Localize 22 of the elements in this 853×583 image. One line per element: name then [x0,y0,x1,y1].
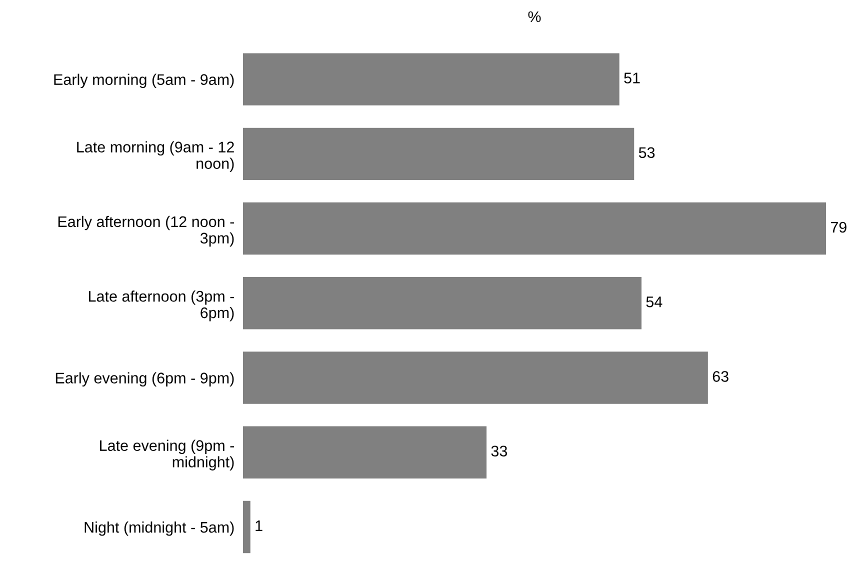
bar [243,352,708,404]
data-label: 63 [712,371,728,382]
data-label: 54 [646,296,662,308]
y-tick-label: Early evening (6pm - 9pm) [56,372,234,386]
bar [243,426,487,479]
y-tick-label: Early afternoon (12 noon - 3pm) [58,216,234,247]
bar [243,277,642,330]
bar [243,128,634,180]
y-tick-label: Late afternoon (3pm - 6pm) [89,290,234,322]
bar [243,53,620,106]
y-tick-label: Early morning (5am - 9am) [54,74,234,88]
data-label: 51 [624,72,640,84]
bar [243,500,250,554]
y-tick-label: Late evening (9pm - midnight) [100,440,234,470]
y-tick-label: Night (midnight - 5am) [84,522,234,536]
data-label: 79 [830,222,846,233]
chart-title: % [528,11,541,22]
data-label: 53 [638,147,655,158]
y-tick-label: Late morning (9am - 12 noon) [77,141,234,172]
data-label: 33 [491,446,508,457]
bar [243,202,826,255]
data-label: 1 [256,520,262,531]
